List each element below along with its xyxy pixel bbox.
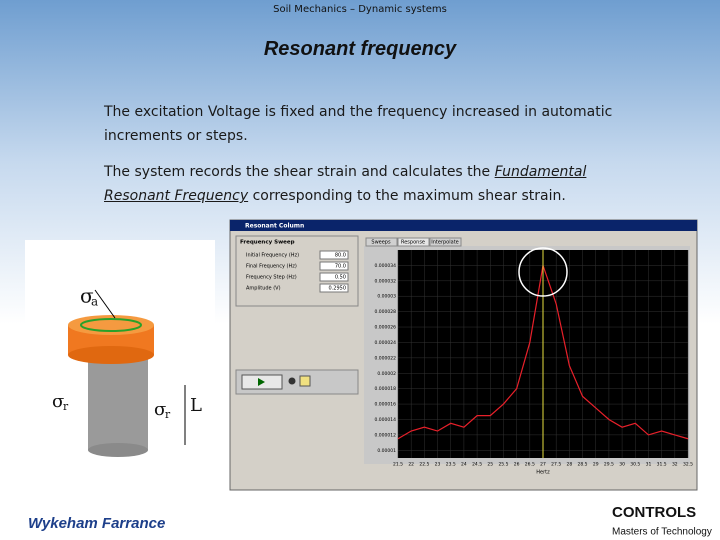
x-tick-label: 25 — [487, 462, 493, 468]
window-title: Resonant Column — [245, 223, 304, 230]
paragraph: The system records the shear strain and … — [104, 160, 644, 208]
x-tick-label: 32.5 — [683, 462, 693, 468]
x-tick-label: 32 — [672, 462, 678, 468]
y-tick-label: 0.000032 — [375, 278, 397, 284]
x-tick-label: 31 — [646, 462, 652, 468]
field-box — [319, 283, 349, 293]
specimen-base — [88, 443, 148, 457]
arrow — [94, 289, 116, 319]
tab[interactable] — [397, 237, 430, 247]
field-box — [319, 272, 349, 282]
symbol: σ — [154, 399, 166, 420]
y-tick-label: 0.00002 — [377, 371, 396, 377]
x-tick-label: 30 — [619, 462, 625, 468]
y-tick-label: 0.000012 — [375, 432, 397, 438]
field-box — [319, 250, 349, 260]
tab-label: Interpolate — [431, 240, 458, 246]
play-icon — [258, 378, 265, 386]
y-tick-label: 0.000026 — [375, 325, 397, 331]
x-axis-label: Hertz — [536, 470, 550, 476]
subscript: r — [165, 408, 171, 421]
logo-right: CONTROLS — [612, 504, 696, 521]
x-tick-label: 28 — [566, 462, 572, 468]
y-tick-label: 0.000028 — [375, 309, 397, 315]
y-tick-label: 0.000024 — [375, 340, 397, 346]
tab[interactable] — [429, 237, 462, 247]
x-tick-label: 27 — [540, 462, 546, 468]
symbol: σ — [52, 391, 64, 412]
tab-label: Response — [401, 240, 425, 246]
subscript: a — [91, 295, 98, 309]
y-tick-label: 0.000014 — [375, 417, 397, 423]
tab[interactable] — [365, 237, 398, 247]
y-tick-label: 0.000034 — [375, 263, 397, 269]
field-label: Initial Frequency (Hz) — [246, 253, 299, 259]
symbol: L — [190, 395, 202, 416]
logo-tagline: Masters of Technology — [612, 527, 712, 538]
torsion-arrow — [80, 318, 142, 332]
x-tick-label: 24.5 — [472, 462, 482, 468]
x-tick-label: 26 — [514, 462, 520, 468]
y-tick-label: 0.00001 — [377, 448, 396, 454]
x-tick-label: 28.5 — [578, 462, 588, 468]
field-value: 70.0 — [335, 264, 346, 270]
field-label: Amplitude (V) — [246, 286, 281, 292]
logo-left: Wykeham Farrance — [28, 515, 165, 532]
stop-button[interactable] — [299, 375, 311, 387]
x-tick-label: 22.5 — [419, 462, 429, 468]
x-tick-label: 25.5 — [498, 462, 508, 468]
field-label: Frequency Step (Hz) — [246, 275, 297, 281]
field-box — [319, 261, 349, 271]
top-cap-edge — [68, 346, 154, 364]
x-tick-label: 23 — [435, 462, 441, 468]
y-tick-label: 0.000022 — [375, 355, 397, 361]
emphasis: Fundamental Resonant Frequency — [104, 164, 587, 204]
y-tick-label: 0.00003 — [377, 294, 396, 300]
subscript: r — [63, 400, 69, 413]
x-tick-label: 29 — [593, 462, 599, 468]
panel — [235, 235, 359, 307]
field-value: 80.0 — [335, 253, 346, 259]
y-tick-label: 0.000016 — [375, 402, 397, 408]
x-tick-label: 29.5 — [604, 462, 614, 468]
title-bar — [230, 220, 697, 231]
panel-title: Frequency Sweep — [240, 240, 295, 246]
x-tick-label: 23.5 — [446, 462, 456, 468]
field-value: 0.2950 — [329, 286, 347, 292]
indicator — [288, 377, 296, 385]
text: corresponding to the maximum shear strai… — [248, 188, 566, 204]
footer — [0, 505, 720, 540]
x-tick-label: 22 — [408, 462, 414, 468]
x-tick-label: 21.5 — [393, 462, 403, 468]
x-tick-label: 26.5 — [525, 462, 535, 468]
x-tick-label: 24 — [461, 462, 467, 468]
field-value: 0.50 — [335, 275, 346, 281]
header: Soil Mechanics – Dynamic systems — [273, 4, 447, 15]
field-label: Final Frequency (Hz) — [246, 264, 297, 270]
text: The system records the shear strain and … — [104, 164, 495, 180]
symbol: σ — [80, 284, 94, 308]
x-tick-label: 27.5 — [551, 462, 561, 468]
tab-label: Sweeps — [371, 240, 391, 246]
title: Resonant frequency — [263, 38, 457, 60]
text: The excitation Voltage is fixed and the … — [104, 104, 613, 144]
y-tick-label: 0.000018 — [375, 386, 397, 392]
paragraph: The excitation Voltage is fixed and the … — [104, 100, 644, 148]
x-tick-label: 31.5 — [657, 462, 667, 468]
x-tick-label: 30.5 — [630, 462, 640, 468]
highlight-circle — [518, 247, 568, 297]
